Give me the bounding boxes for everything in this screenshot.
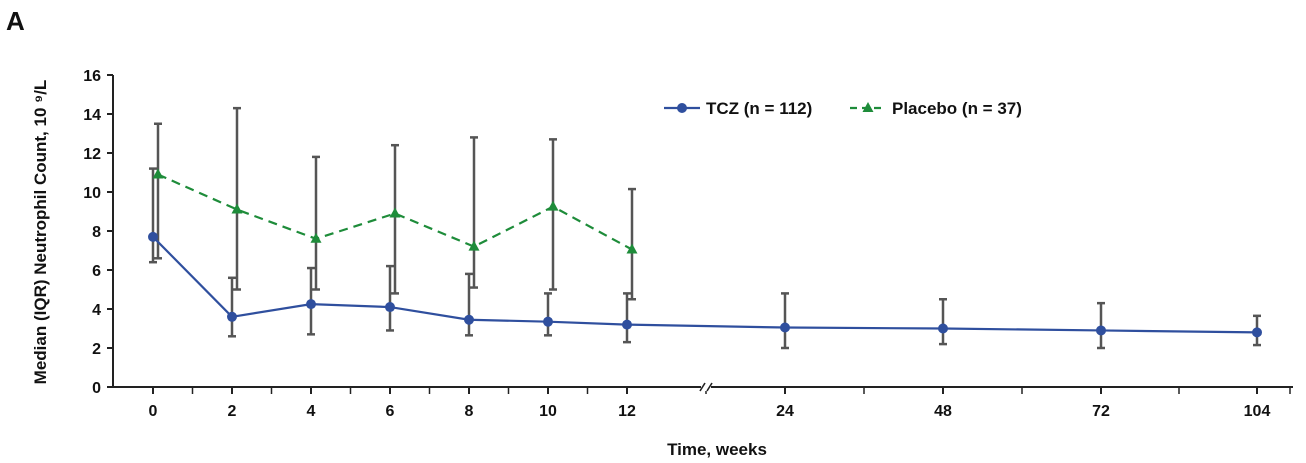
data-point-circle — [464, 314, 474, 325]
data-point-circle — [306, 299, 316, 310]
series-markers — [148, 168, 1262, 338]
data-point-circle — [1096, 325, 1106, 336]
data-point-circle — [780, 322, 790, 333]
data-point-circle — [622, 319, 632, 330]
data-point-triangle — [310, 232, 322, 243]
error-bars — [149, 106, 1261, 350]
data-point-circle — [1252, 327, 1262, 338]
x-tick-label: 104 — [1244, 403, 1271, 420]
x-tick-label: 48 — [934, 403, 952, 420]
legend-marker-tcz — [677, 103, 687, 113]
series-lines — [152, 173, 1258, 334]
data-point-triangle — [389, 207, 401, 218]
data-point-triangle — [626, 243, 638, 254]
panel-label: A — [6, 6, 25, 36]
legend-marker-placebo — [862, 102, 874, 112]
x-axis-title: Time, weeks — [667, 440, 767, 459]
y-tick-label: 8 — [92, 224, 101, 241]
x-tick-label: 72 — [1092, 403, 1110, 420]
series-line — [152, 236, 1258, 334]
data-point-triangle — [231, 203, 243, 214]
x-tick-label: 6 — [386, 403, 395, 420]
y-axis-title: Median (IQR) Neutrophil Count, 10 ⁹/L — [31, 80, 50, 385]
x-tick-label: 2 — [228, 403, 237, 420]
data-point-circle — [938, 323, 948, 334]
data-point-circle — [227, 311, 237, 322]
x-tick-label: 10 — [539, 403, 557, 420]
legend-label-tcz: TCZ (n = 112) — [706, 99, 812, 118]
x-tick-label: 4 — [307, 403, 316, 420]
y-tick-label: 12 — [83, 146, 101, 163]
axis-break-mark — [706, 382, 713, 392]
x-tick-label: 0 — [149, 403, 158, 420]
y-tick-label: 16 — [83, 68, 101, 85]
data-point-circle — [148, 231, 158, 242]
y-tick-label: 4 — [92, 302, 101, 319]
y-tick-label: 14 — [83, 107, 101, 124]
x-tick-label: 12 — [618, 403, 636, 420]
y-tick-label: 0 — [92, 380, 101, 397]
data-point-triangle — [468, 240, 480, 251]
axis-break-mark — [699, 382, 706, 392]
legend: TCZ (n = 112) Placebo (n = 37) — [664, 99, 1022, 118]
y-tick-label: 10 — [83, 185, 101, 202]
y-tick-label: 2 — [92, 341, 101, 358]
y-tick-label: 6 — [92, 263, 101, 280]
data-point-triangle — [547, 200, 559, 211]
x-tick-label: 24 — [776, 403, 794, 420]
data-point-circle — [385, 302, 395, 313]
data-point-triangle — [152, 168, 164, 179]
axis-break-gap — [701, 383, 711, 391]
legend-label-placebo: Placebo (n = 37) — [892, 99, 1022, 118]
data-point-circle — [543, 316, 553, 327]
x-tick-label: 8 — [465, 403, 474, 420]
